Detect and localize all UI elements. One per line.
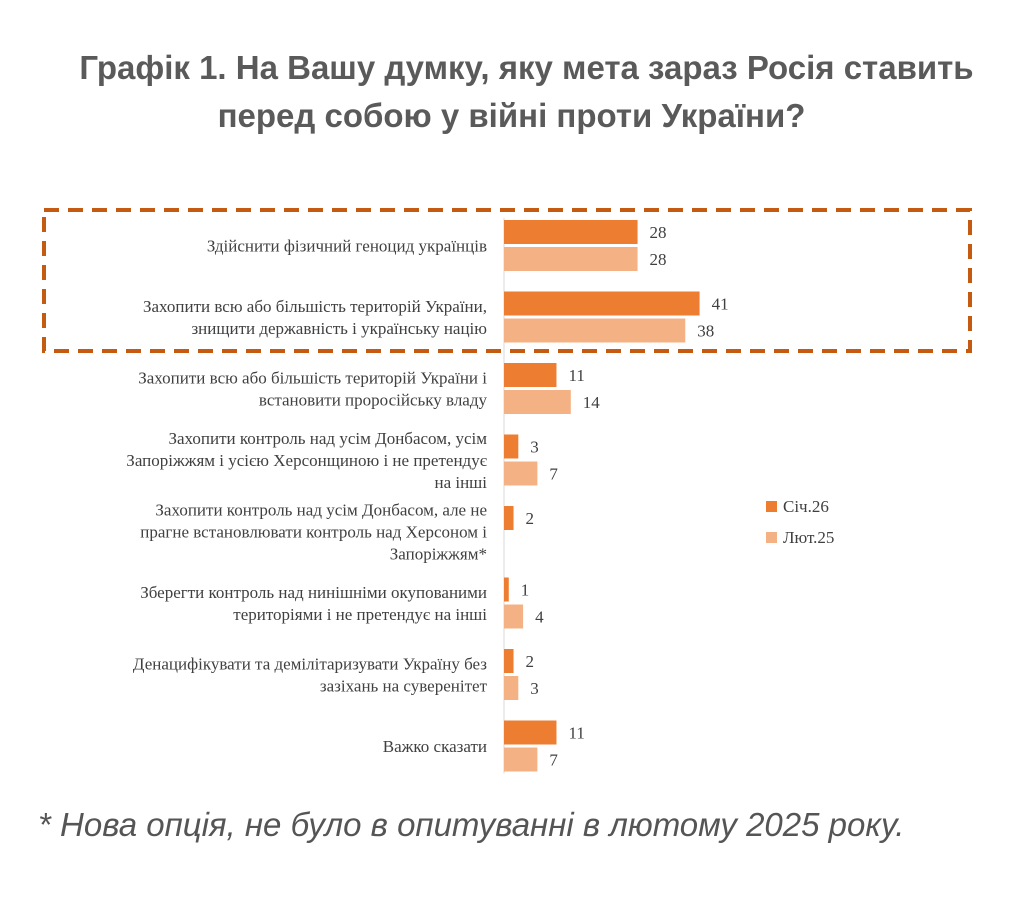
bar-jan26 xyxy=(504,291,700,316)
highlight-box xyxy=(42,208,972,353)
category-label-line: Запоріжжям і усією Херсонщиною і не прет… xyxy=(126,451,487,470)
category-label-line: Важко сказати xyxy=(383,737,487,756)
category-label-line: Здійснити фізичний геноцид українців xyxy=(207,237,487,256)
category-label-line: Захопити контроль над усім Донбасом, усі… xyxy=(169,429,488,448)
data-label: 28 xyxy=(650,223,667,242)
category-label-line: встановити проросійську владу xyxy=(259,391,488,410)
bar-jan26 xyxy=(504,363,557,387)
category-label-line: Запоріжжям* xyxy=(390,545,487,564)
category-label-line: територіями і не претендує на інші xyxy=(233,605,487,624)
bar-feb25 xyxy=(504,747,538,772)
bar-jan26 xyxy=(504,220,638,244)
legend-swatch xyxy=(766,501,777,512)
bar-jan26 xyxy=(504,720,557,745)
category-label-line: знищити державність і українську націю xyxy=(191,319,487,338)
category-label: Захопити всю або більшість територій Укр… xyxy=(138,369,487,410)
bar-feb25 xyxy=(504,390,571,414)
data-label: 14 xyxy=(583,393,601,412)
footnote: * Нова опція, не було в опитуванні в лют… xyxy=(38,806,905,843)
bar-feb25 xyxy=(504,318,686,343)
data-label: 28 xyxy=(650,250,667,269)
chart-title-line-1: Графік 1. На Вашу думку, яку мета зараз … xyxy=(79,49,974,86)
bar-feb25 xyxy=(504,461,538,486)
bar-feb25 xyxy=(504,604,524,629)
category-label-line: Зберегти контроль над нинішніми окупован… xyxy=(140,583,487,602)
data-label: 11 xyxy=(568,366,584,385)
data-label: 2 xyxy=(526,509,535,528)
data-label: 41 xyxy=(712,295,729,314)
bar-feb25 xyxy=(504,676,519,700)
bar-jan26 xyxy=(504,577,509,602)
chart-title: Графік 1. На Вашу думку, яку мета зараз … xyxy=(0,44,1033,140)
data-label: 3 xyxy=(530,679,539,698)
bar-jan26 xyxy=(504,649,514,673)
legend-label: Лют.25 xyxy=(783,528,834,547)
category-label-line: Захопити всю або більшість територій Укр… xyxy=(143,297,487,316)
data-label: 11 xyxy=(568,724,584,743)
category-label: Денацифікувати та демілітаризувати Украї… xyxy=(133,655,488,696)
data-label: 7 xyxy=(549,751,558,770)
category-label-line: на інші xyxy=(434,473,487,492)
data-label: 4 xyxy=(535,608,544,627)
category-label-line: прагне встановлювати контроль над Херсон… xyxy=(140,523,487,542)
data-label: 38 xyxy=(697,322,714,341)
category-label: Захопити всю або більшість територій Укр… xyxy=(143,297,487,338)
category-label: Важко сказати xyxy=(383,737,487,756)
legend-swatch xyxy=(766,532,777,543)
data-label: 3 xyxy=(530,438,539,457)
data-label: 2 xyxy=(526,652,535,671)
data-label: 1 xyxy=(521,581,530,600)
bar-jan26 xyxy=(504,434,519,459)
category-label: Здійснити фізичний геноцид українців xyxy=(207,237,487,256)
chart-title-line-2: перед собою у війні проти України? xyxy=(217,97,806,134)
category-label-line: Захопити контроль над усім Донбасом, але… xyxy=(155,501,487,520)
legend-label: Січ.26 xyxy=(783,497,829,516)
bar-feb25 xyxy=(504,247,638,271)
bar-chart: Здійснити фізичний геноцид українців 28 28… xyxy=(42,208,972,774)
category-label: Захопити контроль над усім Донбасом, але… xyxy=(140,501,487,564)
category-label: Зберегти контроль над нинішніми окупован… xyxy=(140,583,487,624)
category-label-line: Денацифікувати та демілітаризувати Украї… xyxy=(133,655,487,674)
category-label: Захопити контроль над усім Донбасом, усі… xyxy=(126,429,487,492)
category-label-line: зазіхань на суверенітет xyxy=(320,677,488,696)
data-label: 7 xyxy=(549,465,558,484)
category-label-line: Захопити всю або більшість територій Укр… xyxy=(138,369,487,388)
bar-jan26 xyxy=(504,506,514,530)
